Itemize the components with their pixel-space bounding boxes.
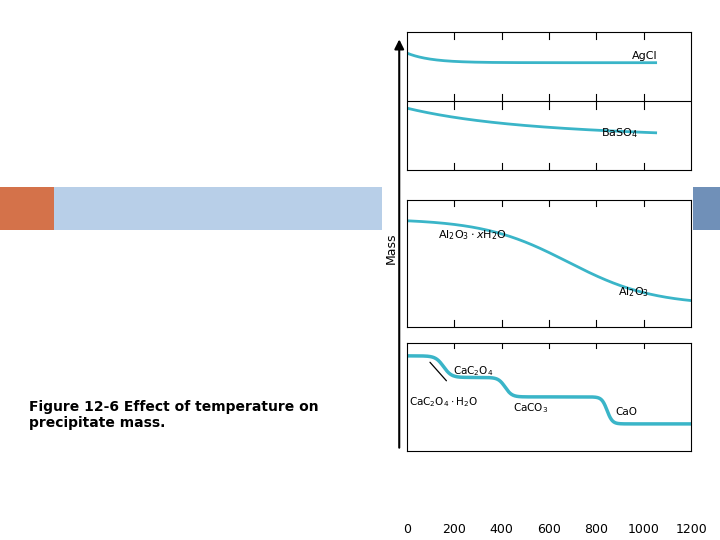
Text: Figure 12-6 Effect of temperature on
precipitate mass.: Figure 12-6 Effect of temperature on pre… (29, 400, 318, 430)
Text: Al$_2$O$_3\cdot x$H$_2$O: Al$_2$O$_3\cdot x$H$_2$O (438, 228, 506, 242)
Text: CaC$_2$O$_4$: CaC$_2$O$_4$ (453, 364, 493, 378)
Text: CaCO$_3$: CaCO$_3$ (513, 401, 549, 415)
Text: CaO: CaO (616, 407, 637, 417)
Text: Al$_2$O$_3$: Al$_2$O$_3$ (618, 286, 649, 299)
Text: BaSO$_4$: BaSO$_4$ (601, 126, 638, 140)
Text: AgCl: AgCl (632, 51, 657, 61)
Text: Mass: Mass (384, 233, 397, 264)
Text: CaC$_2$O$_4\cdot$H$_2$O: CaC$_2$O$_4\cdot$H$_2$O (409, 395, 478, 409)
